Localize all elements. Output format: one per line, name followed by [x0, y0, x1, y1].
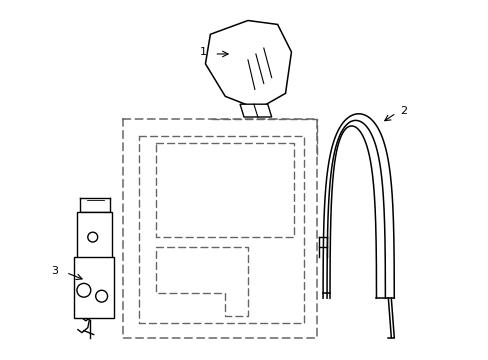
- Polygon shape: [77, 212, 111, 269]
- Circle shape: [96, 290, 107, 302]
- Circle shape: [77, 283, 91, 297]
- Circle shape: [88, 232, 98, 242]
- Polygon shape: [74, 257, 113, 318]
- Text: 1: 1: [199, 47, 206, 57]
- Text: 2: 2: [399, 106, 407, 116]
- Polygon shape: [240, 104, 271, 117]
- Text: 3: 3: [51, 266, 58, 276]
- Polygon shape: [205, 21, 291, 109]
